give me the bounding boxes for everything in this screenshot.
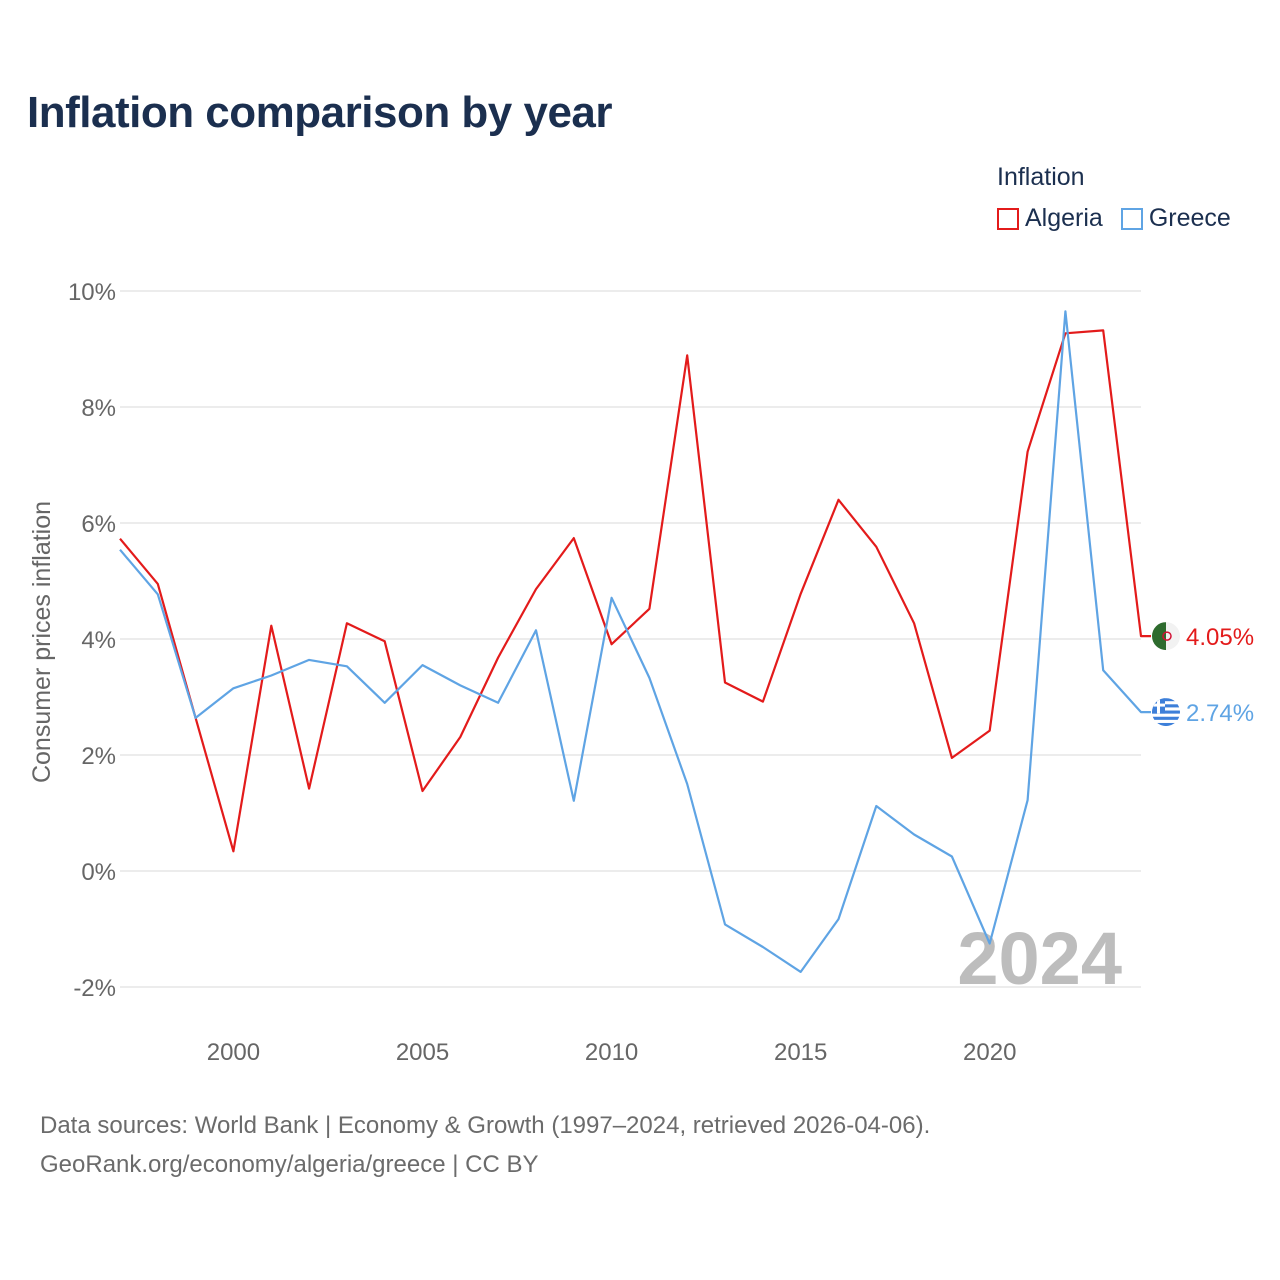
series-end-markers: 4.05% 2.74% [1152,622,1254,727]
y-tick-label: 2% [81,743,116,770]
line-chart: 10% 8% 6% 4% 2% 0% -2% 2000 2005 2010 2015 2020 20… [28,279,1254,1066]
legend: Algeria Greece [997,204,1249,233]
y-axis-ticks: 10% 8% 6% 4% 2% 0% -2% [68,279,116,1002]
legend-swatch-algeria [997,207,1019,230]
y-tick-label: 4% [81,627,116,654]
series-line-algeria[interactable] [119,329,1151,853]
legend-item-algeria[interactable]: Algeria [997,204,1103,233]
watermark-year: 2024 [957,917,1122,1000]
end-label-algeria: 4.05% [1186,624,1254,651]
series-lines [119,310,1151,974]
algeria-flag-icon [1152,622,1180,651]
chart-title: Inflation comparison by year [27,88,613,137]
legend-title: Inflation [997,163,1085,191]
x-tick-label: 2000 [207,1039,260,1066]
legend-swatch-greece [1120,207,1143,230]
x-tick-label: 2005 [396,1039,449,1066]
sources-line-2[interactable]: GeoRank.org/economy/algeria/greece | CC … [40,1151,539,1178]
end-label-greece: 2.74% [1186,700,1254,727]
data-sources: Data sources: World Bank | Economy & Gro… [40,1106,930,1184]
series-line-greece[interactable] [119,310,1151,974]
greece-flag-icon [1152,698,1180,727]
y-tick-label: 10% [68,279,116,306]
legend-label-algeria: Algeria [1025,204,1103,232]
x-axis-ticks: 2000 2005 2010 2015 2020 [207,1039,1017,1066]
x-tick-label: 2010 [585,1039,638,1066]
sources-line-1: Data sources: World Bank | Economy & Gro… [40,1112,931,1139]
y-tick-label: 8% [81,395,116,422]
y-tick-label: -2% [73,975,116,1002]
y-axis-label: Consumer prices inflation [28,501,56,783]
x-tick-label: 2015 [774,1039,827,1066]
y-tick-label: 0% [81,859,116,886]
legend-item-greece[interactable]: Greece [1120,204,1231,233]
x-tick-label: 2020 [963,1039,1016,1066]
y-tick-label: 6% [81,511,116,538]
legend-label-greece: Greece [1148,204,1231,232]
